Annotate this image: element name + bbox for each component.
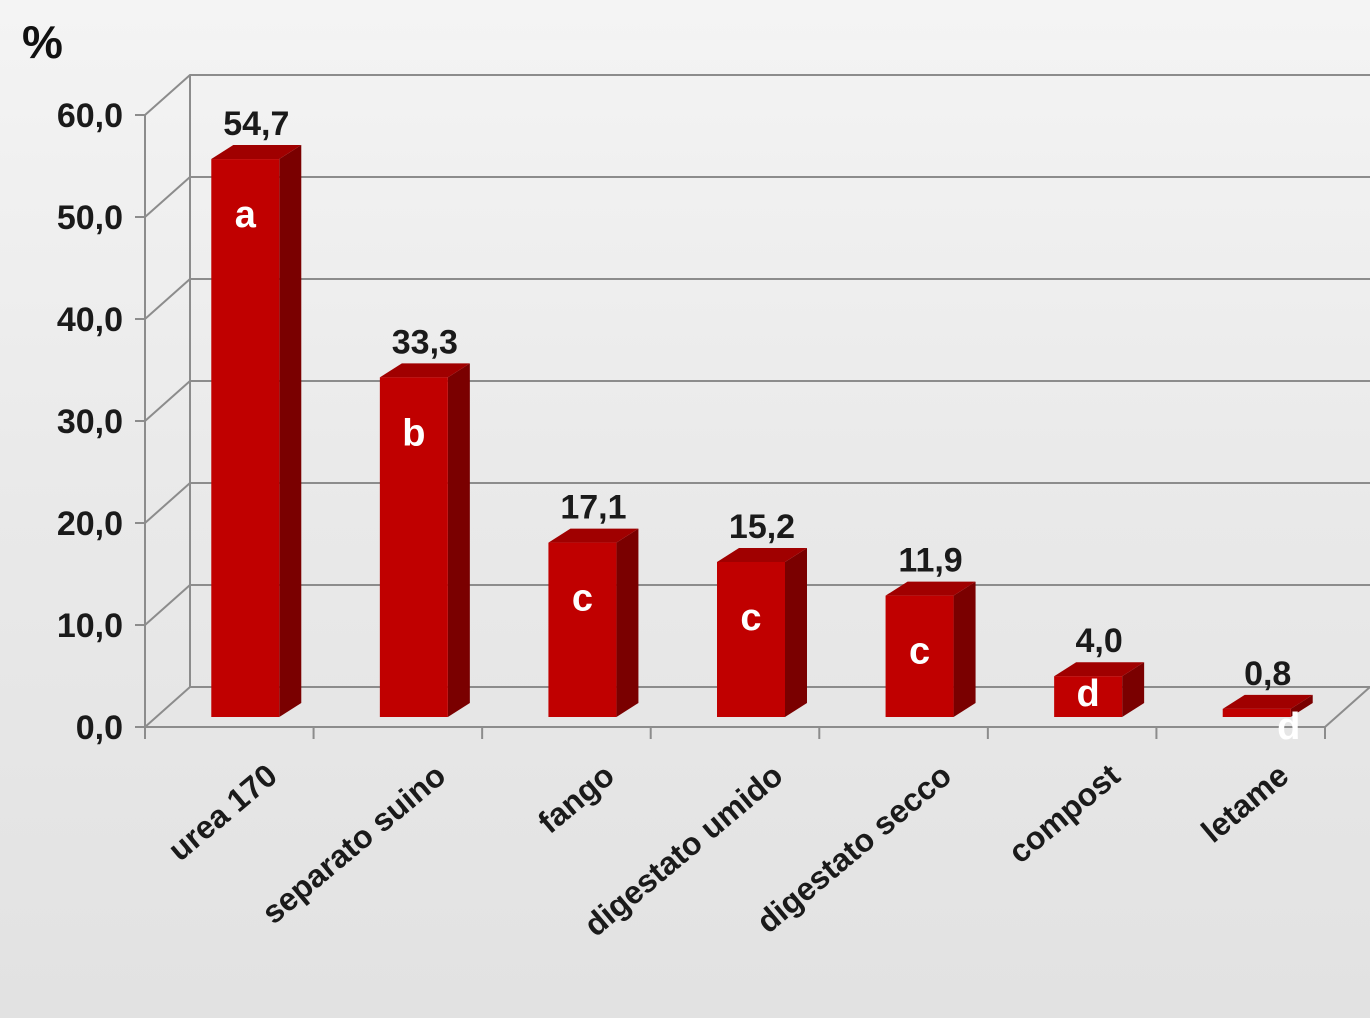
bar-0 <box>211 145 302 717</box>
bar-side <box>1290 694 1313 717</box>
bar-top <box>1054 662 1145 677</box>
bar-2 <box>548 528 639 717</box>
bar-front <box>1054 676 1123 717</box>
floor-right-edge <box>1324 686 1370 728</box>
group-letter: a <box>235 194 257 236</box>
bar-top <box>1222 694 1313 709</box>
bar-side <box>785 547 807 717</box>
bar-4 <box>885 581 976 717</box>
value-label: 0,8 <box>1244 655 1291 693</box>
y-tick-label: 40,0 <box>57 301 123 339</box>
value-label: 15,2 <box>729 508 795 546</box>
group-letter: b <box>402 412 425 454</box>
value-label: 4,0 <box>1076 622 1123 660</box>
y-tick-label: 0,0 <box>76 709 123 747</box>
value-label: 11,9 <box>898 542 962 580</box>
bar-top <box>548 528 639 543</box>
y-tick-label: 20,0 <box>57 505 123 543</box>
bar-top <box>717 547 807 562</box>
bar-side <box>616 528 639 717</box>
group-letter: c <box>740 597 761 639</box>
value-label: 17,1 <box>560 489 626 527</box>
bar-front <box>1222 708 1291 717</box>
bar-6 <box>1222 694 1313 717</box>
group-letter: c <box>572 578 593 620</box>
y-tick-label: 50,0 <box>57 199 123 237</box>
value-label: 54,7 <box>223 105 289 143</box>
bar-front <box>885 595 954 717</box>
bar-front <box>379 377 448 717</box>
bar-side <box>1122 662 1145 717</box>
bar-side <box>447 363 470 717</box>
grid-layer <box>135 74 1370 739</box>
y-tick-label: 10,0 <box>57 607 123 645</box>
value-label: 33,3 <box>392 323 458 361</box>
bar-top <box>885 581 976 596</box>
group-letter: c <box>909 631 930 673</box>
bar-5 <box>1054 662 1145 717</box>
bar-1 <box>379 363 470 717</box>
bars-layer <box>211 145 1313 717</box>
bar-front <box>211 159 280 717</box>
group-letter: d <box>1277 706 1300 748</box>
bar-3 <box>717 547 807 717</box>
bar-front <box>717 561 785 717</box>
bar-top <box>211 145 302 160</box>
y-tick-label: 60,0 <box>57 97 123 135</box>
bar-side <box>279 145 302 717</box>
bar-top <box>379 363 470 378</box>
group-letter: d <box>1077 673 1100 715</box>
bar-side <box>953 581 976 717</box>
y-tick-label: 30,0 <box>57 403 123 441</box>
y-unit-label: % <box>22 16 63 68</box>
bar-front <box>548 542 617 717</box>
